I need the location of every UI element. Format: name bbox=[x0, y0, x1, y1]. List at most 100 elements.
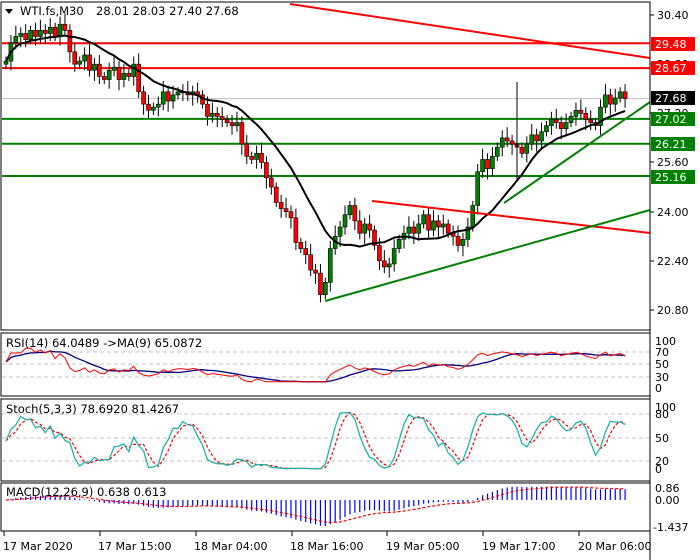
bear-candle bbox=[372, 229, 377, 246]
trendline bbox=[289, 3, 651, 59]
bull-candle bbox=[106, 70, 112, 80]
bull-candle bbox=[470, 205, 476, 228]
bull-candle bbox=[82, 54, 87, 62]
price-axis[interactable]: 30.40 28.80 27.20 25.60 24.00 22.40 20.8… bbox=[649, 2, 689, 560]
price-tick: 25.60 bbox=[657, 156, 689, 169]
bull-candle bbox=[160, 91, 166, 105]
support-label-2: 26.21 bbox=[655, 138, 687, 151]
bull-candle bbox=[421, 214, 426, 225]
bull-candle bbox=[603, 94, 608, 108]
bear-candle bbox=[411, 226, 417, 234]
time-tick: 19 Mar 17:00 bbox=[482, 540, 555, 553]
bull-candle bbox=[175, 91, 181, 96]
bull-candle bbox=[13, 36, 19, 43]
bull-candle bbox=[460, 239, 466, 246]
bear-candle bbox=[293, 217, 299, 243]
rsi-title: RSI(14) 64.0489 ->MA(9) 65.0872 bbox=[6, 336, 202, 350]
bear-candle bbox=[219, 116, 225, 120]
bull-candle bbox=[612, 97, 618, 105]
bull-candle bbox=[406, 226, 412, 234]
triangle-down-icon[interactable] bbox=[5, 9, 13, 14]
bear-candle bbox=[269, 177, 274, 188]
bear-candle bbox=[504, 137, 510, 142]
bear-candle bbox=[87, 54, 92, 71]
bull-candle bbox=[465, 226, 471, 240]
bear-candle bbox=[352, 205, 358, 222]
bear-candle bbox=[485, 159, 490, 169]
bull-candle bbox=[131, 63, 137, 77]
bear-candle bbox=[357, 220, 363, 234]
bull-candle bbox=[111, 66, 117, 71]
bear-candle bbox=[52, 26, 58, 37]
macd-signal-line bbox=[5, 486, 626, 524]
time-tick: 18 Mar 16:00 bbox=[290, 540, 363, 553]
bear-candle bbox=[249, 156, 254, 160]
rsi-tick: 70 bbox=[655, 346, 669, 359]
bear-candle bbox=[205, 103, 210, 117]
stoch-axis: 100 80 50 20 0 bbox=[655, 401, 676, 476]
time-tick: 17 Mar 2020 bbox=[3, 540, 73, 553]
bull-candle bbox=[440, 223, 446, 228]
bull-candle bbox=[544, 125, 549, 133]
stoch-tick: 20 bbox=[655, 455, 669, 468]
bear-candle bbox=[165, 91, 171, 102]
bear-candle bbox=[264, 162, 269, 179]
bear-candle bbox=[382, 260, 387, 268]
bear-candle bbox=[588, 119, 593, 123]
price-level-labels: 29.48 28.67 27.68 27.02 26.21 25.16 bbox=[651, 37, 695, 184]
bull-candle bbox=[18, 33, 24, 37]
symbol-label: WTI.fs,M30 bbox=[20, 4, 84, 18]
bull-candle bbox=[499, 137, 505, 148]
bull-candle bbox=[170, 94, 176, 102]
time-tick: 19 Mar 05:00 bbox=[386, 540, 459, 553]
bull-candle bbox=[563, 122, 569, 130]
bull-candle bbox=[524, 143, 530, 154]
bear-candle bbox=[622, 91, 628, 99]
bear-candle bbox=[445, 223, 451, 234]
current-price-label: 27.68 bbox=[655, 92, 687, 105]
bear-candle bbox=[308, 254, 313, 271]
price-tick: 20.80 bbox=[657, 304, 689, 317]
bull-candle bbox=[77, 60, 83, 65]
bear-candle bbox=[288, 211, 294, 219]
bull-candle bbox=[431, 220, 436, 231]
price-tick: 30.40 bbox=[657, 9, 689, 22]
resistance-label-1: 29.48 bbox=[655, 38, 687, 51]
time-axis[interactable]: 17 Mar 2020 17 Mar 15:00 18 Mar 04:00 18… bbox=[1, 530, 651, 553]
stoch-panel[interactable] bbox=[0, 398, 651, 482]
trendline bbox=[324, 209, 651, 302]
bear-candle bbox=[43, 30, 48, 34]
time-tick: 18 Mar 04:00 bbox=[194, 540, 267, 553]
bear-candle bbox=[101, 76, 107, 80]
rsi-line bbox=[5, 347, 626, 383]
bear-candle bbox=[214, 113, 220, 117]
bear-candle bbox=[313, 269, 318, 274]
stoch-tick: 80 bbox=[655, 408, 669, 421]
time-tick: 20 Mar 06:00 bbox=[578, 540, 651, 553]
bull-candle bbox=[47, 26, 53, 34]
bear-candle bbox=[534, 134, 539, 142]
price-tick: 22.40 bbox=[657, 255, 689, 268]
trendlines[interactable] bbox=[289, 3, 651, 302]
bull-candle bbox=[28, 30, 33, 40]
bull-candle bbox=[416, 223, 422, 234]
bear-candle bbox=[239, 122, 245, 145]
ohlc-values: 28.01 28.03 27.40 27.68 bbox=[96, 4, 239, 18]
bull-candle bbox=[327, 248, 333, 283]
price-tick: 24.00 bbox=[657, 206, 689, 219]
bear-candle bbox=[278, 202, 284, 209]
price-panel[interactable] bbox=[0, 1, 651, 331]
support-label-3: 25.16 bbox=[655, 171, 687, 184]
bull-candle bbox=[539, 131, 544, 142]
bear-candle bbox=[455, 235, 461, 246]
bear-candle bbox=[116, 66, 122, 80]
bear-candle bbox=[146, 103, 151, 111]
bear-candle bbox=[283, 208, 289, 212]
bull-candle bbox=[391, 248, 397, 265]
bull-candle bbox=[38, 30, 43, 37]
stoch-title: Stoch(5,3,3) 78.6920 81.4267 bbox=[6, 402, 179, 416]
bull-candle bbox=[342, 214, 348, 228]
resistance-label-2: 28.67 bbox=[655, 62, 687, 75]
bull-candle bbox=[568, 116, 574, 123]
